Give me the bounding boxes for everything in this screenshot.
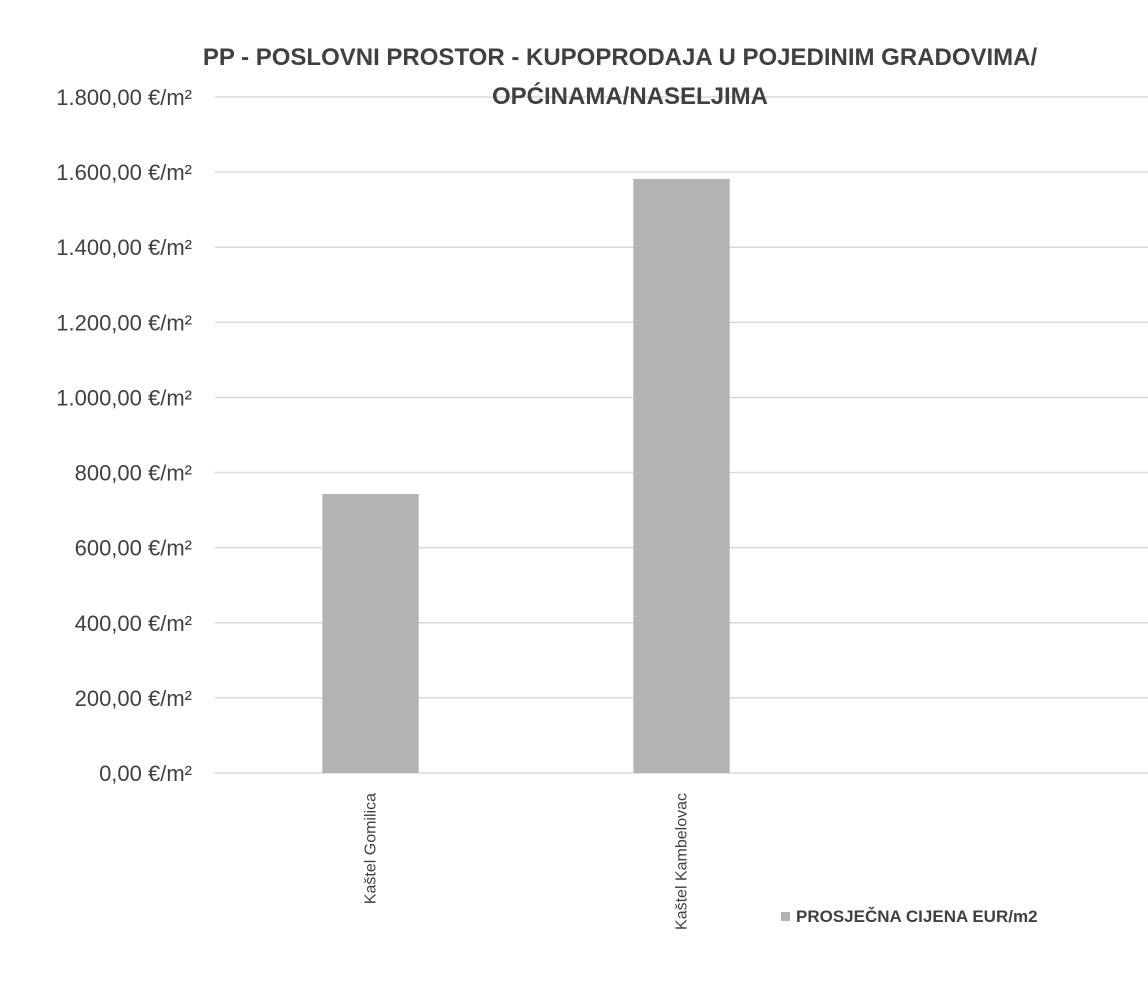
y-tick-label: 1.400,00 €/m² <box>56 235 192 260</box>
bar-1 <box>322 493 419 773</box>
chart-title-line-2: OPĆINAMA/NASELJIMA <box>492 82 768 110</box>
legend-label: PROSJEČNA CIJENA EUR/m2 <box>796 907 1038 926</box>
y-tick-label: 800,00 €/m² <box>75 461 192 486</box>
y-tick-label: 1.000,00 €/m² <box>56 385 192 410</box>
y-tick-label: 1.600,00 €/m² <box>56 160 192 185</box>
bar-2 <box>633 178 730 774</box>
y-tick-label: 0,00 €/m² <box>99 761 192 786</box>
chart-title-line-1: PP - POSLOVNI PROSTOR - KUPOPRODAJA U PO… <box>203 44 1038 71</box>
y-tick-label: 600,00 €/m² <box>75 536 192 561</box>
x-tick-label: Kaštel Kambelovac <box>674 793 691 930</box>
y-tick-label: 200,00 €/m² <box>75 686 192 711</box>
y-tick-label: 400,00 €/m² <box>75 611 192 636</box>
legend-swatch <box>781 912 790 921</box>
x-axis-tick-labels: Kaštel Gomilica Kaštel Kambelovac <box>363 793 691 930</box>
x-tick-label: Kaštel Gomilica <box>363 793 380 904</box>
bars <box>322 178 730 774</box>
legend: PROSJEČNA CIJENA EUR/m2 <box>781 907 1038 926</box>
y-tick-label: 1.800,00 €/m² <box>56 85 192 110</box>
y-axis-tick-labels: 0,00 €/m² 200,00 €/m² 400,00 €/m² 600,00 €/… <box>56 85 192 786</box>
y-tick-label: 1.200,00 €/m² <box>56 310 192 335</box>
